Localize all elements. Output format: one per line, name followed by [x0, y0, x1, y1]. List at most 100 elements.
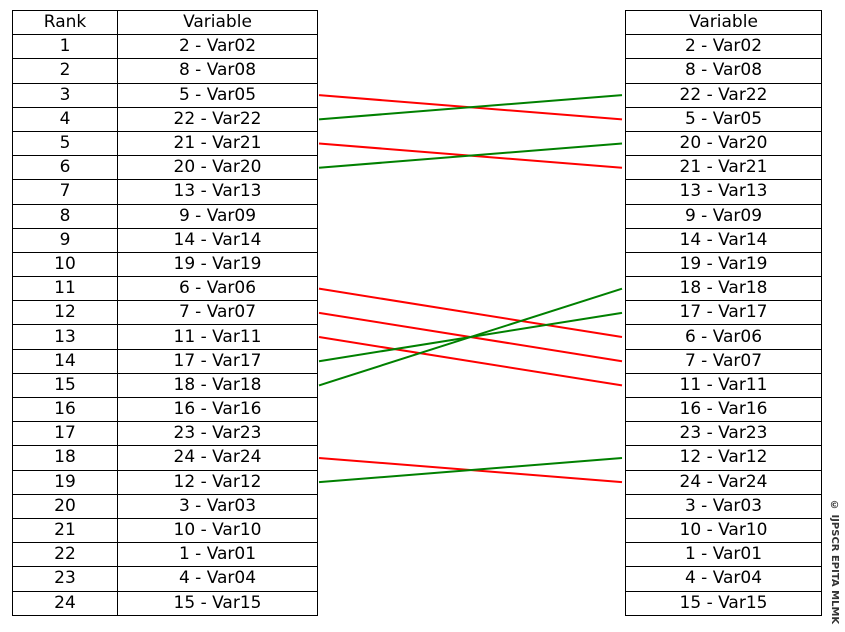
rank-change-line-down [318, 287, 623, 339]
variable-cell: 7 - Var07 [117, 300, 318, 326]
table-row: 8 - Var08 [625, 58, 822, 84]
rank-change-line-down [318, 311, 623, 363]
variable-cell: 14 - Var14 [117, 227, 318, 253]
variable-cell: 5 - Var05 [625, 106, 822, 132]
variable-cell: 12 - Var12 [117, 469, 318, 495]
table-row: 11 - Var11 [625, 372, 822, 399]
table-row: 13 - Var13 [625, 179, 822, 205]
variable-cell: 11 - Var11 [117, 324, 318, 350]
table-row: 12 - Var12 [625, 445, 822, 471]
table-row: 20 - Var20 [625, 130, 822, 157]
variable-cell: 13 - Var13 [117, 179, 318, 205]
variable-cell: 19 - Var19 [625, 251, 822, 278]
table-row: 15 - Var15 [625, 590, 822, 616]
table-row: 1 - Var01 [625, 542, 822, 568]
variable-cell: 24 - Var24 [625, 469, 822, 495]
table-row: 6 - Var06 [625, 324, 822, 350]
variable-cell: 6 - Var06 [625, 324, 822, 350]
table-row: 11 6 - Var06 [12, 276, 318, 302]
variable-cell: 15 - Var15 [117, 590, 318, 616]
variable-cell: 21 - Var21 [117, 130, 318, 157]
table-row: 4 22 - Var22 [12, 106, 318, 132]
table-row: 17 23 - Var23 [12, 421, 318, 447]
variable-cell: 23 - Var23 [625, 421, 822, 447]
rank-cell: 3 [12, 82, 118, 108]
left-table-header-row: Rank Variable [12, 9, 318, 36]
rank-change-line-up [318, 94, 623, 121]
rank-change-line-down [318, 94, 623, 121]
rank-cell: 24 [12, 590, 118, 616]
variable-cell: 15 - Var15 [625, 590, 822, 616]
rank-cell: 18 [12, 445, 118, 471]
table-row: 22 1 - Var01 [12, 542, 318, 568]
table-row: 17 - Var17 [625, 300, 822, 326]
variable-cell: 2 - Var02 [117, 34, 318, 60]
table-row: 18 - Var18 [625, 276, 822, 302]
rank-cell: 22 [12, 542, 118, 568]
variable-cell: 22 - Var22 [117, 106, 318, 132]
variable-cell: 3 - Var03 [117, 493, 318, 519]
table-row: 12 7 - Var07 [12, 300, 318, 326]
table-row: 7 13 - Var13 [12, 179, 318, 205]
table-row: 16 16 - Var16 [12, 396, 318, 423]
rank-cell: 14 [12, 348, 118, 374]
table-row: 10 - Var10 [625, 517, 822, 544]
rank-cell: 19 [12, 469, 118, 495]
rank-cell: 13 [12, 324, 118, 350]
table-row: 23 4 - Var04 [12, 566, 318, 592]
rank-change-line-up [318, 456, 623, 484]
rank-change-line-down [318, 336, 623, 387]
rank-cell: 23 [12, 566, 118, 592]
rank-change-line-up [318, 287, 623, 387]
rank-cell: 17 [12, 421, 118, 447]
rank-cell: 4 [12, 106, 118, 132]
table-row: 18 24 - Var24 [12, 445, 318, 471]
variable-cell: 5 - Var05 [117, 82, 318, 108]
variable-cell: 24 - Var24 [117, 445, 318, 471]
table-row: 21 10 - Var10 [12, 517, 318, 544]
variable-cell: 16 - Var16 [625, 396, 822, 423]
right-table-header-row: Variable [625, 9, 822, 36]
table-row: 22 - Var22 [625, 82, 822, 108]
variable-cell: 18 - Var18 [117, 372, 318, 399]
rank-column-header: Rank [12, 9, 118, 36]
table-row: 13 11 - Var11 [12, 324, 318, 350]
variable-cell: 9 - Var09 [625, 203, 822, 229]
variable-column-header: Variable [625, 9, 822, 36]
variable-cell: 11 - Var11 [625, 372, 822, 399]
table-row: 9 14 - Var14 [12, 227, 318, 253]
table-row: 5 21 - Var21 [12, 130, 318, 157]
table-row: 21 - Var21 [625, 155, 822, 181]
table-row: 5 - Var05 [625, 106, 822, 132]
rank-cell: 2 [12, 58, 118, 84]
variable-cell: 16 - Var16 [117, 396, 318, 423]
rank-cell: 1 [12, 34, 118, 60]
watermark: © IJPSCR EPITA MLMK [829, 500, 840, 625]
table-row: 14 - Var14 [625, 227, 822, 253]
table-row: 16 - Var16 [625, 396, 822, 423]
rank-cell: 6 [12, 155, 118, 181]
variable-cell: 3 - Var03 [625, 493, 822, 519]
rank-cell: 20 [12, 493, 118, 519]
variable-column-header: Variable [117, 9, 318, 36]
variable-cell: 7 - Var07 [625, 348, 822, 374]
rank-cell: 12 [12, 300, 118, 326]
table-row: 2 - Var02 [625, 34, 822, 60]
variable-cell: 13 - Var13 [625, 179, 822, 205]
variable-cell: 10 - Var10 [117, 517, 318, 544]
variable-cell: 19 - Var19 [117, 251, 318, 278]
variable-cell: 6 - Var06 [117, 276, 318, 302]
variable-cell: 9 - Var09 [117, 203, 318, 229]
table-row: 24 - Var24 [625, 469, 822, 495]
table-row: 4 - Var04 [625, 566, 822, 592]
variable-cell: 20 - Var20 [625, 130, 822, 157]
variable-cell: 17 - Var17 [117, 348, 318, 374]
table-row: 9 - Var09 [625, 203, 822, 229]
variable-cell: 21 - Var21 [625, 155, 822, 181]
variable-cell: 22 - Var22 [625, 82, 822, 108]
